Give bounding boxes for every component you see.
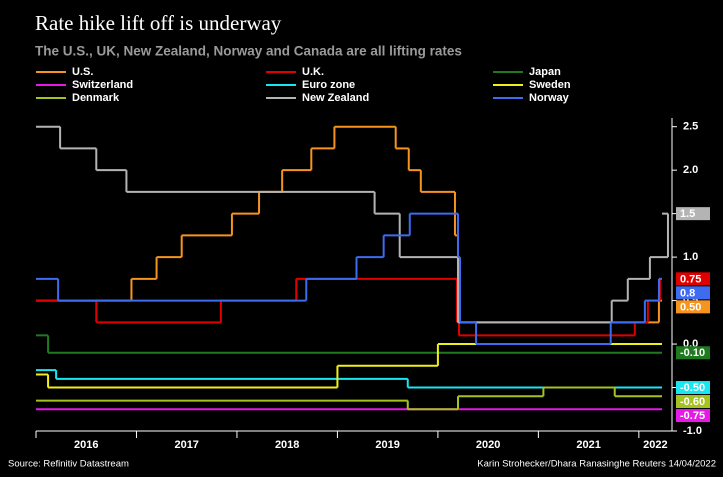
end-tag (676, 272, 710, 286)
end-label: -0.75 (680, 410, 705, 422)
y-tick-label: 1.0 (683, 251, 698, 263)
y-tick-label: 2.5 (683, 121, 698, 133)
end-tag (676, 409, 710, 423)
legend-label: Sweden (529, 79, 571, 91)
chart-subtitle: The U.S., UK, New Zealand, Norway and Ca… (35, 44, 462, 59)
credit: Karin Strohecker/Dhara Ranasinghe Reuter… (477, 459, 716, 470)
legend-label: Norway (529, 92, 570, 104)
y-tick-label: -1.0 (683, 425, 702, 437)
legend-label: U.S. (72, 66, 93, 78)
chart-title: Rate hike lift off is underway (35, 11, 282, 35)
source: Source: Refinitiv Datastream (8, 459, 129, 470)
legend-label: Denmark (72, 92, 120, 104)
x-tick-label: 2017 (174, 439, 198, 451)
x-tick-label: 2019 (375, 439, 399, 451)
end-label: 0.8 (680, 287, 695, 299)
end-label: 1.5 (680, 208, 695, 220)
legend-label: New Zealand (302, 92, 369, 104)
end-label: -0.60 (680, 396, 705, 408)
x-tick-label: 2018 (275, 439, 299, 451)
end-label: 0.50 (680, 301, 701, 313)
end-tag (676, 346, 710, 360)
x-tick-label: 2016 (74, 439, 98, 451)
end-label: -0.10 (680, 347, 705, 359)
legend-label: Switzerland (72, 79, 133, 91)
legend-label: U.K. (302, 66, 324, 78)
end-tag (676, 300, 710, 314)
legend-label: Euro zone (302, 79, 355, 91)
end-label: 0.75 (680, 273, 701, 285)
end-tag (676, 395, 710, 409)
x-tick-label: 2022 (643, 439, 667, 451)
end-tag (676, 286, 710, 300)
legend-label: Japan (529, 66, 561, 78)
end-tag (676, 381, 710, 395)
x-tick-label: 2021 (576, 439, 600, 451)
y-tick-label: 2.0 (683, 164, 698, 176)
end-label: -0.50 (680, 382, 705, 394)
end-tag (676, 207, 710, 221)
x-tick-label: 2020 (476, 439, 500, 451)
